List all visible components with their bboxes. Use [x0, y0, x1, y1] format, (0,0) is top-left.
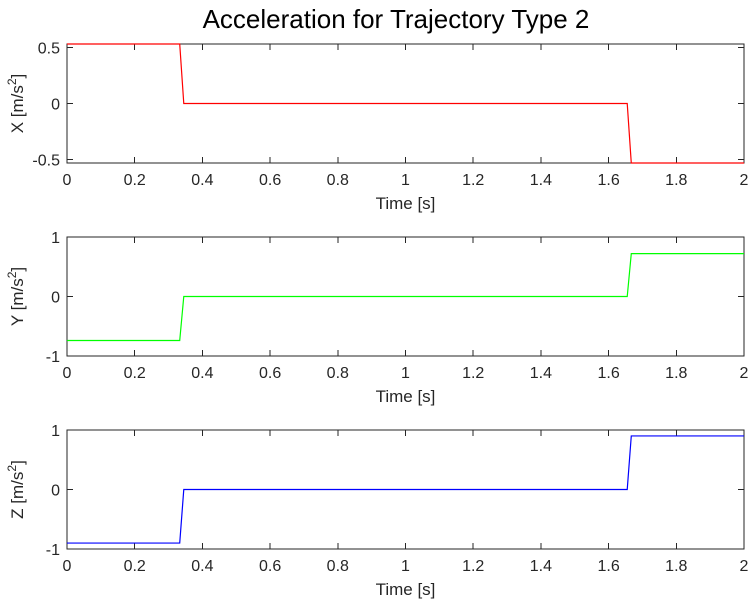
subplot-y-xtick-label: 1.6	[597, 365, 619, 382]
subplot-y-ylabel-base: Y [m/s	[8, 278, 27, 326]
subplot-y-xtick-label: 0.2	[124, 365, 146, 382]
subplot-z-xtick-label: 0.6	[259, 558, 281, 575]
subplot-x-xtick-label: 0.2	[124, 172, 146, 189]
subplot-z-ytick-label: 0	[51, 483, 60, 500]
subplot-y-ytick-label: 1	[51, 230, 60, 247]
subplot-z-ylabel: Z [m/s2]	[5, 460, 27, 519]
subplot-x-xtick-label: 2	[740, 172, 749, 189]
subplot-z-xtick-label: 1.2	[462, 558, 484, 575]
subplot-z-xtick-label: 0.8	[327, 558, 349, 575]
chart-title: Acceleration for Trajectory Type 2	[203, 4, 590, 34]
subplot-x-ytick-label: -0.5	[32, 153, 60, 170]
subplot-y-xtick-label: 1.2	[462, 365, 484, 382]
subplot-z-ylabel-base: Z [m/s	[8, 472, 27, 519]
subplot-x-xtick-label: 0.4	[191, 172, 213, 189]
subplot-x-ytick-label: 0	[51, 97, 60, 114]
subplot-z-xtick-label: 2	[740, 558, 749, 575]
subplot-x-ylabel-base: X [m/s	[8, 85, 27, 133]
subplot-y-ylabel: Y [m/s2]	[5, 267, 27, 326]
subplot-y-ytick-label: 0	[51, 290, 60, 307]
subplot-y-ylabel-exponent: 2	[5, 271, 19, 278]
subplot-x-ylabel-close: ]	[8, 74, 27, 79]
subplot-z-xtick-label: 0	[63, 558, 72, 575]
subplot-x-ylabel: X [m/s2]	[5, 74, 27, 134]
subplot-z-series-line	[67, 435, 744, 544]
subplot-y-series-line	[67, 253, 744, 342]
subplot-y-ylabel-close: ]	[8, 267, 27, 272]
subplot-y-xlabel: Time [s]	[376, 387, 436, 406]
subplot-x-xtick-label: 0	[63, 172, 72, 189]
subplot-x-xtick-label: 1.8	[665, 172, 687, 189]
subplot-y-xtick-label: 0.4	[191, 365, 213, 382]
subplot-y-xtick-label: 0.8	[327, 365, 349, 382]
subplot-x-xlabel: Time [s]	[376, 194, 436, 213]
subplot-z-xtick-label: 0.4	[191, 558, 213, 575]
subplot-y-xtick-label: 1.4	[530, 365, 552, 382]
subplot-y-xtick-label: 1.8	[665, 365, 687, 382]
subplot-y-xtick-label: 1	[401, 365, 410, 382]
subplot-x-xtick-label: 1.6	[597, 172, 619, 189]
subplot-z-xlabel: Time [s]	[376, 580, 436, 599]
subplot-z-xtick-label: 1.6	[597, 558, 619, 575]
subplots: 0 0.2 0.4 0.6 0.8 1 1.2 1.4 1.6 1.8 2-0.500.5Time …	[5, 40, 749, 599]
subplot-x-xtick-label: 1.2	[462, 172, 484, 189]
subplot-y-xtick-label: 2	[740, 365, 749, 382]
subplot-y-ytick-label: -1	[46, 349, 60, 366]
subplot-x-series-line	[67, 43, 744, 164]
subplot-y-xtick-label: 0.6	[259, 365, 281, 382]
subplot-z-xtick-label: 1	[401, 558, 410, 575]
subplot-x-xtick-label: 1.4	[530, 172, 552, 189]
subplot-y-xtick-label: 0	[63, 365, 72, 382]
subplot-z-ylabel-close: ]	[8, 460, 27, 465]
subplot-x-ylabel-exponent: 2	[5, 78, 19, 85]
subplot-z-ytick-label: -1	[46, 542, 60, 559]
subplot-z-xtick-label: 1.4	[530, 558, 552, 575]
subplot-x: 0 0.2 0.4 0.6 0.8 1 1.2 1.4 1.6 1.8 2-0.500.5Time …	[5, 40, 749, 213]
subplot-z-xtick-label: 0.2	[124, 558, 146, 575]
subplot-x-xtick-label: 0.8	[327, 172, 349, 189]
subplot-x-ytick-label: 0.5	[38, 40, 60, 57]
subplot-z-xtick-label: 1.8	[665, 558, 687, 575]
subplot-z-ylabel-exponent: 2	[5, 465, 19, 472]
subplot-x-xtick-label: 0.6	[259, 172, 281, 189]
subplot-z-ytick-label: 1	[51, 423, 60, 440]
subplot-x-xtick-label: 1	[401, 172, 410, 189]
